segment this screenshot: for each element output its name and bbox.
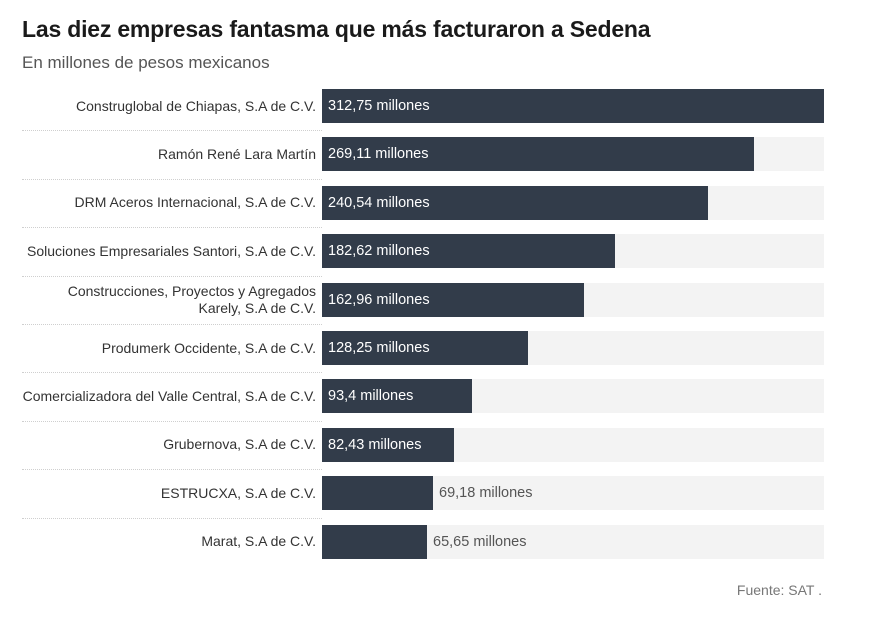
value-label: 82,43 millones	[328, 436, 422, 453]
value-label: 93,4 millones	[328, 388, 414, 405]
category-label-text: Comercializadora del Valle Central, S.A …	[22, 387, 316, 404]
value-label: 312,75 millones	[328, 98, 430, 114]
bar-track: 162,96 millones	[322, 282, 824, 317]
category-label-text: Produmerk Occidente, S.A de C.V.	[101, 339, 316, 356]
bar	[322, 282, 584, 317]
bar-track: 65,65 millones	[322, 524, 824, 559]
row-divider	[22, 469, 322, 471]
row-divider	[22, 227, 322, 229]
bar	[322, 137, 754, 172]
row-divider	[22, 178, 322, 180]
chart-row: Marat, S.A de C.V. 65,65 millones	[22, 517, 824, 566]
chart-row: Produmerk Occidente, S.A de C.V. 128,25 m…	[22, 324, 824, 372]
value-label: 162,96 millones	[328, 291, 430, 308]
bar	[322, 427, 454, 462]
bar	[322, 524, 427, 559]
category-label: Construglobal de Chiapas, S.A de C.V.	[22, 89, 316, 123]
value-label: 182,62 millones	[328, 243, 430, 260]
category-label: Ramón René Lara Martín	[22, 137, 316, 171]
bar	[322, 476, 433, 511]
category-label-text: Soluciones Empresariales Santori, S.A de…	[27, 242, 316, 259]
value-label: 69,18 millones	[439, 485, 533, 502]
chart-row: ESTRUCXA, S.A de C.V. 69,18 millones	[22, 469, 824, 517]
row-divider	[22, 420, 322, 422]
bar	[322, 379, 472, 414]
bar-track: 93,4 millones	[322, 379, 824, 414]
chart-subtitle: En millones de pesos mexicanos	[22, 53, 270, 72]
category-label: DRM Aceros Internacional, S.A de C.V.	[22, 186, 317, 220]
bar-track: 82,43 millones	[322, 427, 824, 462]
value-label: 269,11 millones	[328, 146, 429, 163]
row-divider	[22, 130, 322, 132]
bar-track: 128,25 millones	[322, 331, 824, 365]
row-divider	[22, 324, 322, 325]
chart-title: Las diez empresas fantasma que más factu…	[22, 16, 651, 42]
bar-track: 69,18 millones	[322, 476, 824, 511]
bar	[322, 331, 528, 365]
category-label-text: DRM Aceros Internacional, S.A de C.V.	[74, 194, 317, 211]
row-divider	[22, 517, 322, 519]
chart-row: Comercializadora del Valle Central, S.A …	[22, 372, 824, 420]
bar-track: 269,11 millones	[322, 137, 824, 172]
category-label: Construcciones, Proyectos y Agregados Ka…	[22, 283, 316, 317]
value-label: 240,54 millones	[328, 194, 430, 211]
chart-row: Soluciones Empresariales Santori, S.A de…	[22, 227, 824, 275]
bar-track: 240,54 millones	[322, 185, 824, 220]
row-divider	[22, 372, 322, 374]
chart-row: DRM Aceros Internacional, S.A de C.V. 240…	[22, 178, 824, 227]
category-label-text: ESTRUCXA, S.A de C.V.	[160, 484, 316, 501]
chart-row: Ramón René Lara Martín 269,11 millones	[22, 130, 824, 178]
category-label: Grubernova, S.A de C.V.	[22, 428, 316, 462]
bar	[322, 185, 708, 220]
chart-row: Grubernova, S.A de C.V. 82,43 millones	[22, 420, 824, 469]
row-divider	[22, 275, 322, 277]
bar	[322, 89, 824, 123]
category-label: Soluciones Empresariales Santori, S.A de…	[22, 234, 316, 268]
bar-track: 312,75 millones	[322, 89, 824, 123]
bar-track: 182,62 millones	[322, 234, 824, 269]
chart-row: Construcciones, Proyectos y Agregados Ka…	[22, 275, 824, 324]
category-label-text: Ramón René Lara Martín	[158, 145, 316, 162]
category-label-text: Marat, S.A de C.V.	[201, 533, 316, 550]
category-label: Comercializadora del Valle Central, S.A …	[22, 379, 316, 413]
bar	[322, 234, 615, 269]
category-label-text: Construcciones, Proyectos y Agregados Ka…	[67, 282, 316, 316]
category-label: Produmerk Occidente, S.A de C.V.	[22, 331, 316, 365]
category-label-text: Grubernova, S.A de C.V.	[163, 436, 316, 453]
value-label: 65,65 millones	[433, 533, 527, 550]
chart-row: Construglobal de Chiapas, S.A de C.V. 312…	[22, 82, 824, 130]
source-note: Fuente: SAT .	[736, 582, 822, 598]
category-label: ESTRUCXA, S.A de C.V.	[22, 476, 316, 510]
value-label: 128,25 millones	[328, 340, 430, 356]
category-label-text: Construglobal de Chiapas, S.A de C.V.	[76, 97, 316, 114]
category-label: Marat, S.A de C.V.	[22, 525, 316, 559]
